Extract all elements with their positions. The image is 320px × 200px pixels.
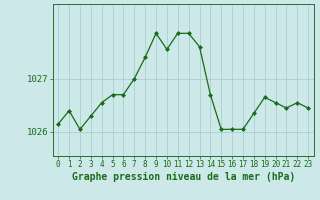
X-axis label: Graphe pression niveau de la mer (hPa): Graphe pression niveau de la mer (hPa) (72, 172, 295, 182)
